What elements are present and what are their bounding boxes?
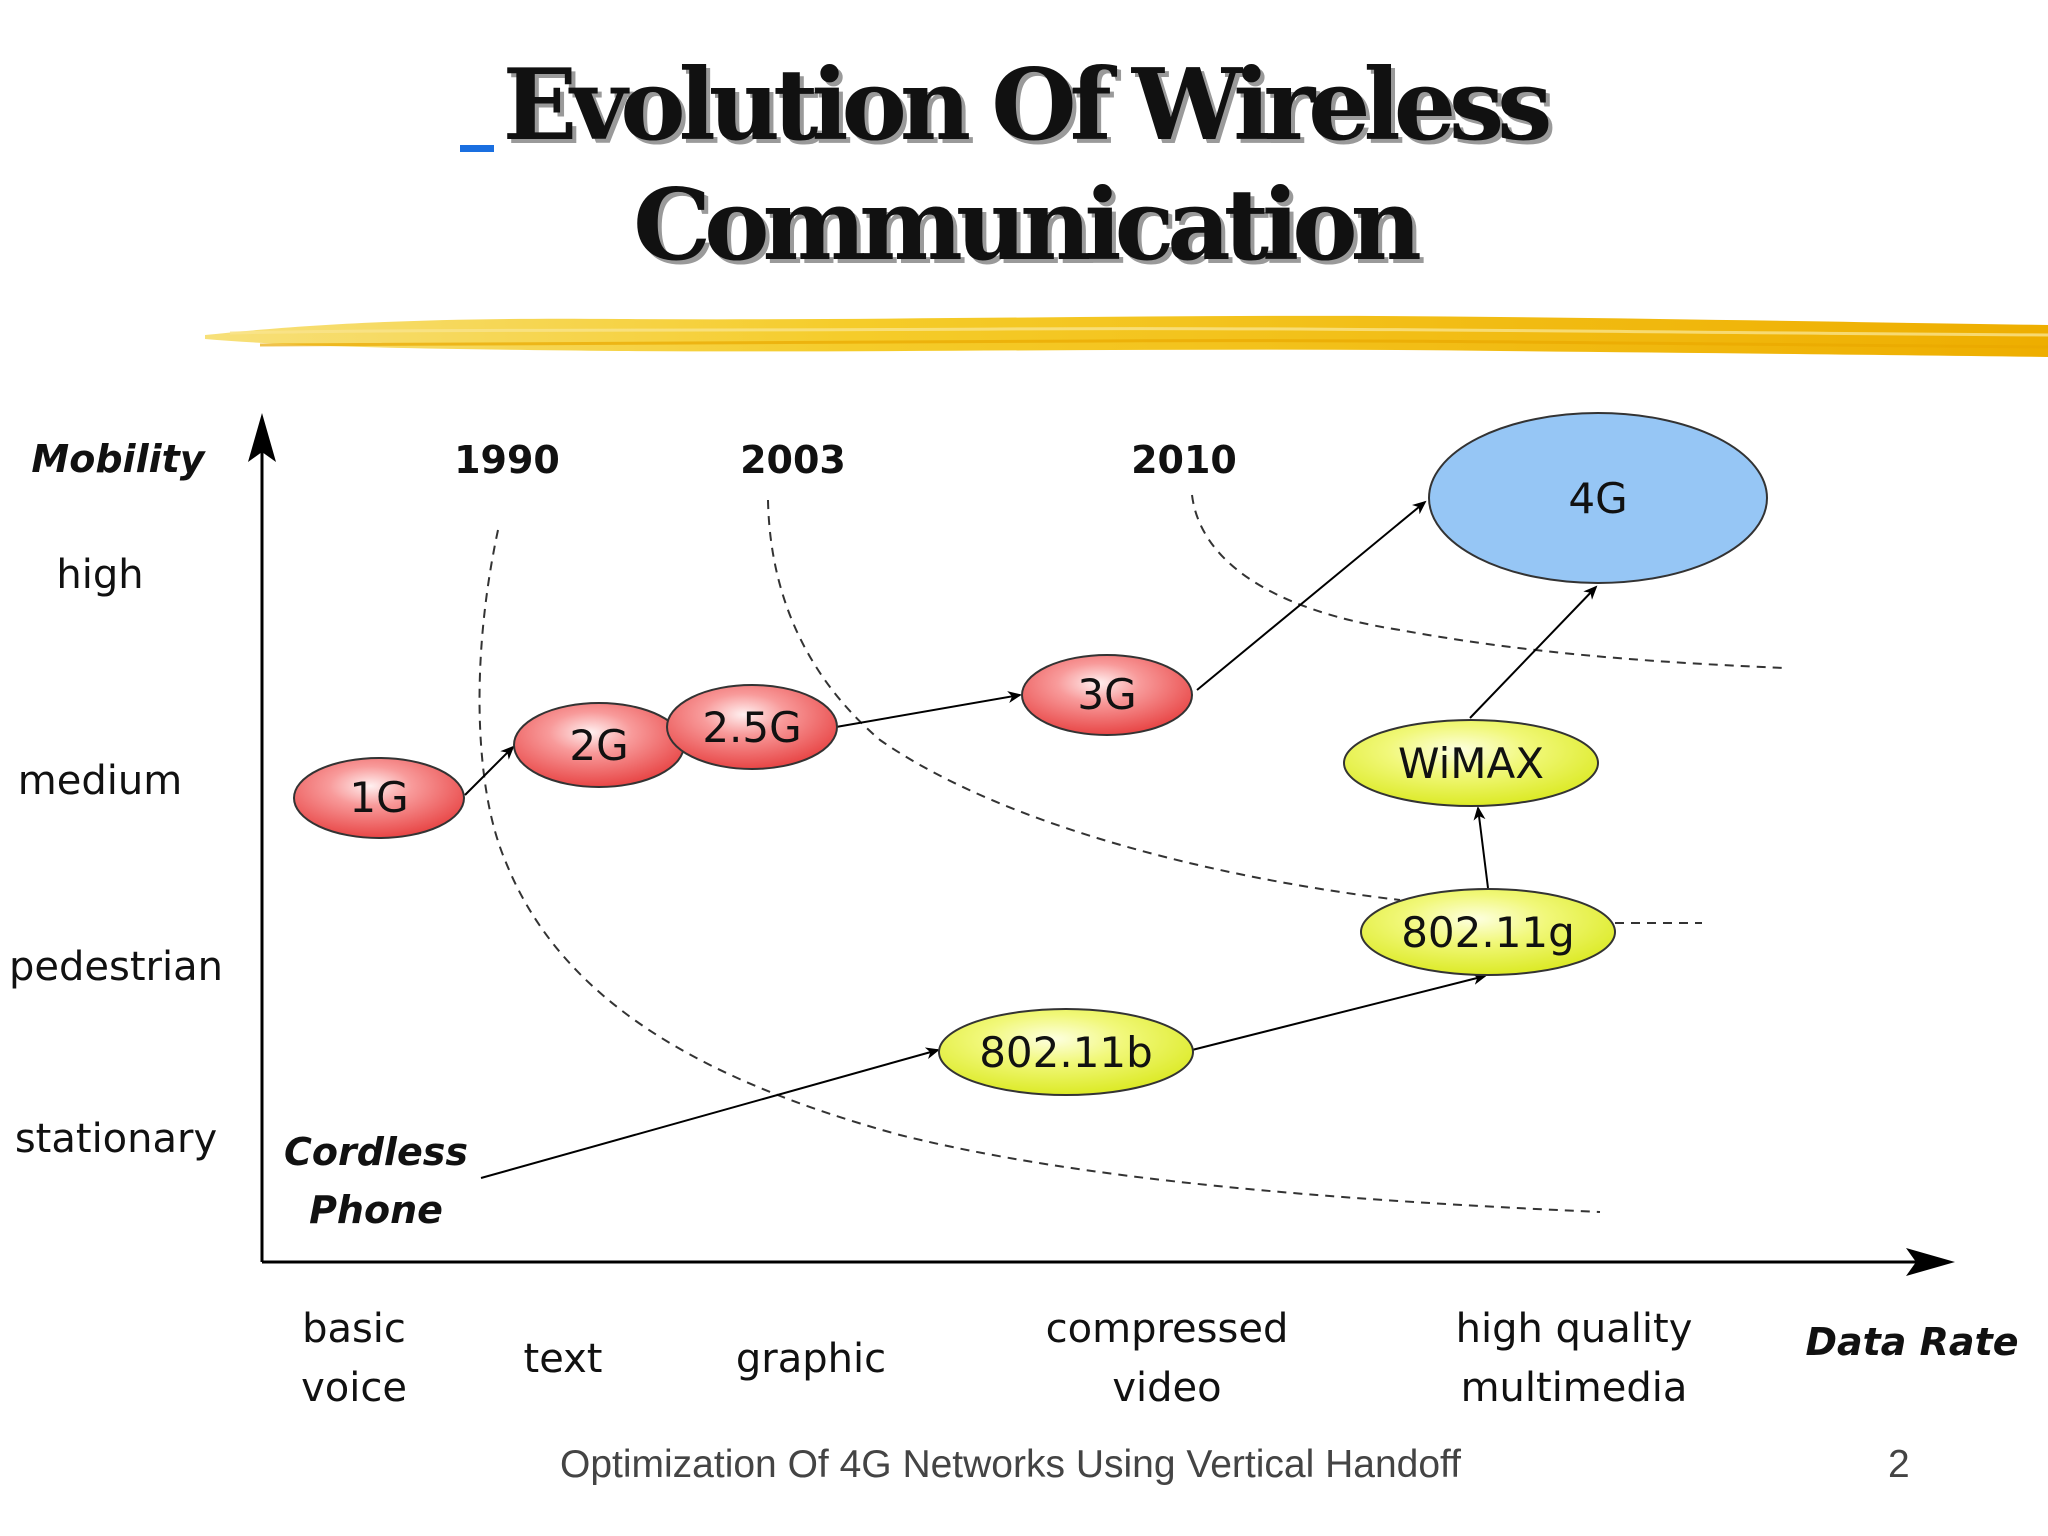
boundary-curve-1990 xyxy=(478,529,1601,1213)
x-axis-arrow-icon xyxy=(1906,1248,1955,1276)
data-rate-high-quality-multimedia-line-2: multimedia xyxy=(1461,1365,1688,1411)
node-25g-label: 2.5G xyxy=(702,703,801,752)
arrow-wimax-to-4g xyxy=(1469,585,1598,719)
cordless-phone-label-line-1: Cordless xyxy=(284,1130,468,1174)
arrow-cordless-to-80211b xyxy=(480,1047,940,1179)
node-25g-ellipse xyxy=(666,684,838,770)
node-2g-label: 2G xyxy=(569,721,628,770)
node-80211g-ellipse xyxy=(1360,888,1616,976)
slide-title-line-1: Evolution Of Wireless xyxy=(502,48,1553,163)
data-rate-compressed-video-line-2: video xyxy=(1112,1365,1221,1411)
node-wimax-label: WiMAX xyxy=(1398,739,1544,788)
y-axis-arrow-icon xyxy=(248,413,276,462)
boundary-curve-2010 xyxy=(1191,494,1786,669)
mobility-level-high: high xyxy=(56,552,143,598)
node-3g-label: 3G xyxy=(1077,670,1136,719)
arrow-25g-to-3g xyxy=(835,691,1022,728)
slide-title-line-2: Communication xyxy=(633,168,1422,283)
node-80211b-label: 802.11b xyxy=(979,1028,1153,1077)
node-1g-ellipse xyxy=(293,757,465,839)
footer-title: Optimization Of 4G Networks Using Vertic… xyxy=(560,1443,1461,1486)
node-1g-label: 1G xyxy=(349,773,408,822)
text-cursor xyxy=(460,145,494,152)
page-number: 2 xyxy=(1888,1443,1910,1486)
year-label-2003: 2003 xyxy=(740,438,846,482)
arrow-1g-to-2g xyxy=(464,745,515,796)
data-rate-graphic: graphic xyxy=(736,1336,886,1382)
node-wimax-ellipse xyxy=(1343,719,1599,807)
node-4g-ellipse xyxy=(1428,412,1768,584)
data-rate-basic-voice-line-1: basic xyxy=(302,1306,406,1352)
node-80211b-ellipse xyxy=(938,1008,1194,1096)
cordless-phone-label-line-2: Phone xyxy=(309,1188,443,1232)
boundary-curve-2003 xyxy=(767,499,1401,901)
mobility-level-pedestrian: pedestrian xyxy=(9,944,223,990)
year-label-1990: 1990 xyxy=(454,438,560,482)
x-axis-title: Data Rate xyxy=(1805,1320,2018,1364)
arrow-80211b-to-80211g xyxy=(1191,973,1487,1051)
year-label-2010: 2010 xyxy=(1131,438,1237,482)
data-rate-high-quality-multimedia-line-1: high quality xyxy=(1456,1306,1693,1352)
arrow-3g-to-4g xyxy=(1196,500,1427,691)
arrow-80211g-to-wimax xyxy=(1473,806,1489,889)
data-rate-compressed-video-line-1: compressed xyxy=(1046,1306,1289,1352)
y-axis-title: Mobility xyxy=(31,437,206,481)
data-rate-basic-voice-line-2: voice xyxy=(301,1365,407,1411)
mobility-level-medium: medium xyxy=(18,758,182,804)
node-3g-ellipse xyxy=(1021,654,1193,736)
node-80211g-label: 802.11g xyxy=(1401,908,1575,957)
title-underline-brush xyxy=(205,315,2048,357)
data-rate-text: text xyxy=(524,1336,603,1382)
mobility-level-stationary: stationary xyxy=(15,1116,217,1162)
node-4g-label: 4G xyxy=(1568,474,1627,523)
